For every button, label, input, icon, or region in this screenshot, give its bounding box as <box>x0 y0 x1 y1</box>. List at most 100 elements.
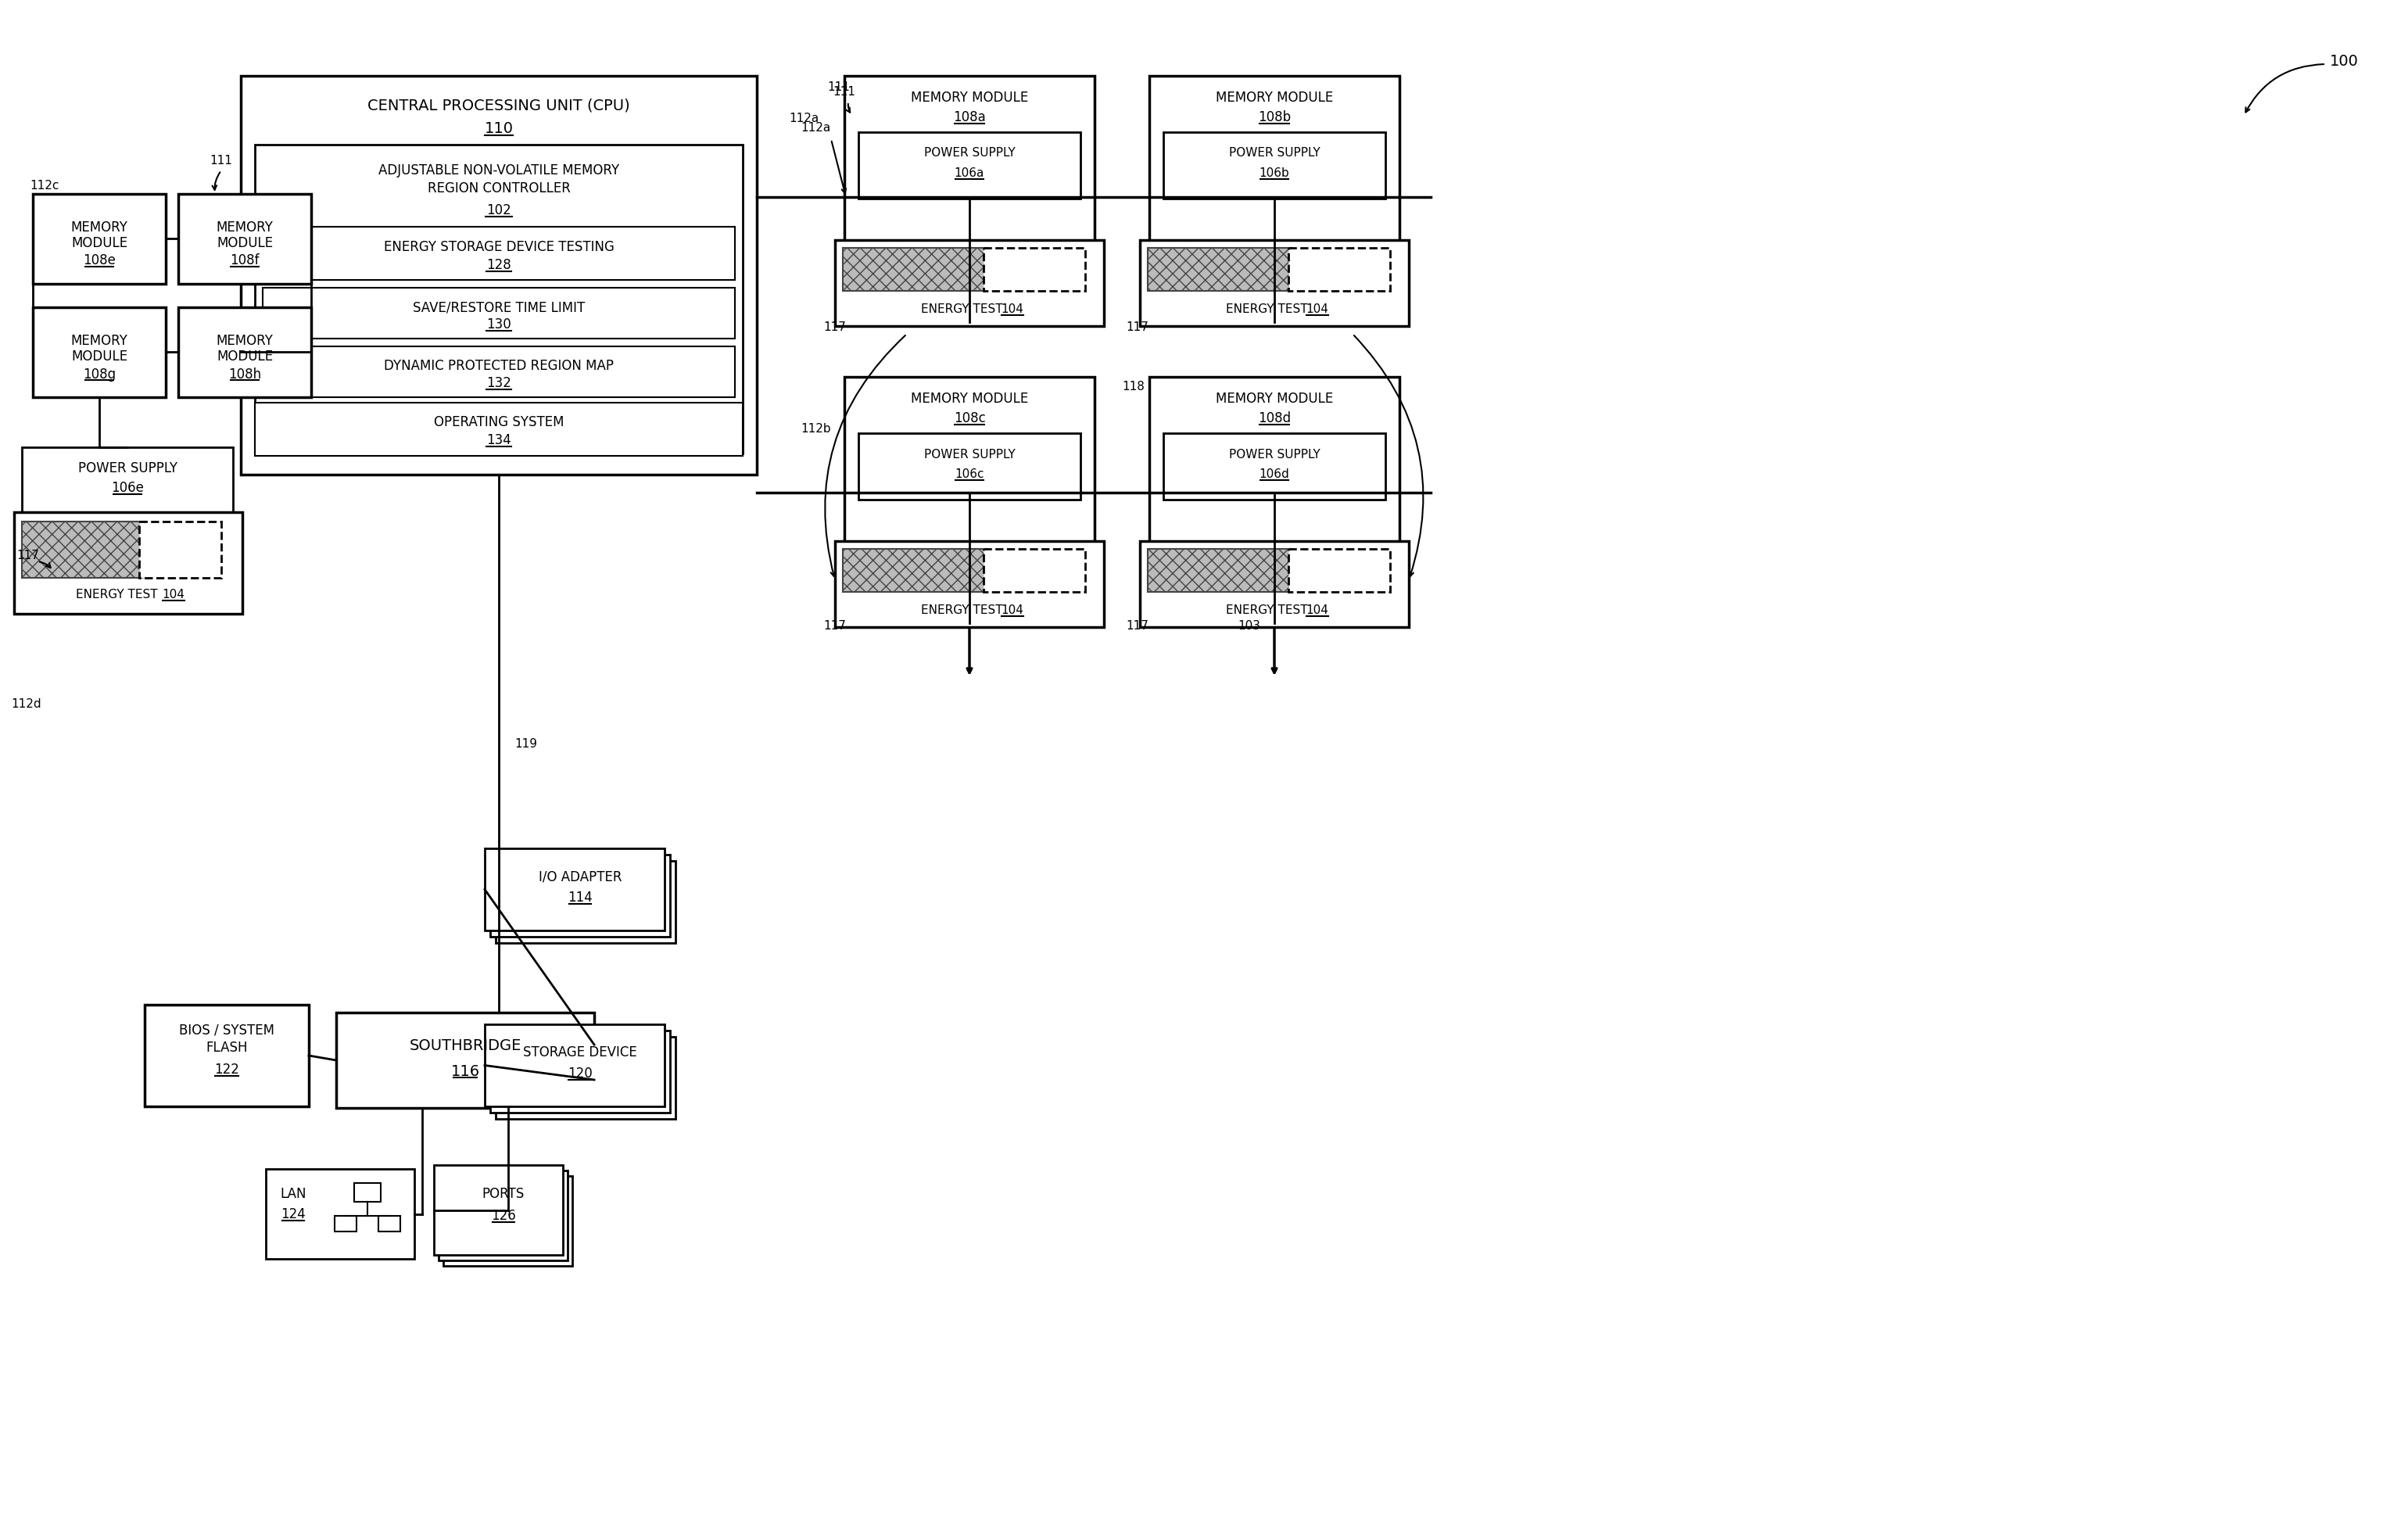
Text: 108d: 108d <box>1257 411 1291 426</box>
Text: 112b: 112b <box>802 423 831 434</box>
Text: MEMORY: MEMORY <box>70 334 128 348</box>
Text: 100: 100 <box>2331 54 2360 68</box>
Bar <box>34 308 166 397</box>
Bar <box>22 521 147 578</box>
Bar <box>337 1012 595 1107</box>
Bar <box>836 240 1103 326</box>
Bar <box>335 1217 356 1232</box>
Bar <box>443 1177 573 1266</box>
Text: 112c: 112c <box>29 180 58 192</box>
Text: REGION CONTROLLER: REGION CONTROLLER <box>426 181 571 195</box>
Text: MEMORY MODULE: MEMORY MODULE <box>1216 91 1334 105</box>
Text: 104: 104 <box>1002 604 1023 615</box>
Text: 130: 130 <box>486 317 510 332</box>
Text: MEMORY: MEMORY <box>217 220 272 234</box>
Text: ADJUSTABLE NON-VOLATILE MEMORY: ADJUSTABLE NON-VOLATILE MEMORY <box>378 163 619 177</box>
Bar <box>14 512 243 614</box>
Text: MEMORY: MEMORY <box>217 334 272 348</box>
Bar <box>491 855 669 937</box>
Bar <box>1288 248 1389 291</box>
Bar <box>265 1169 414 1260</box>
Text: BIOS / SYSTEM: BIOS / SYSTEM <box>178 1023 275 1037</box>
Text: 112d: 112d <box>12 698 41 709</box>
Text: 106b: 106b <box>1259 168 1291 178</box>
Text: 104: 104 <box>1305 303 1329 315</box>
Bar <box>491 1030 669 1112</box>
Bar <box>845 75 1096 321</box>
Text: 118: 118 <box>1122 380 1144 392</box>
Text: 111: 111 <box>833 86 855 98</box>
Bar <box>1288 549 1389 592</box>
Text: MODULE: MODULE <box>72 235 128 249</box>
Bar <box>354 1183 380 1201</box>
Text: 104: 104 <box>1305 604 1329 615</box>
Bar <box>22 448 234 518</box>
Text: ENERGY TEST: ENERGY TEST <box>920 604 1002 615</box>
Text: 108f: 108f <box>231 254 260 268</box>
Bar <box>378 1217 400 1232</box>
Text: POWER SUPPLY: POWER SUPPLY <box>77 461 178 475</box>
Bar <box>255 145 742 454</box>
Text: 114: 114 <box>568 891 592 904</box>
Text: POWER SUPPLY: POWER SUPPLY <box>1228 148 1320 158</box>
Text: 108b: 108b <box>1257 111 1291 125</box>
Bar <box>982 248 1086 291</box>
Text: 132: 132 <box>486 377 510 391</box>
Text: 104: 104 <box>161 589 185 600</box>
Text: 124: 124 <box>282 1207 306 1221</box>
Bar <box>34 194 166 285</box>
Text: 122: 122 <box>214 1063 238 1077</box>
Text: STORAGE DEVICE: STORAGE DEVICE <box>523 1046 638 1060</box>
Text: 128: 128 <box>486 258 510 272</box>
Bar <box>178 194 311 285</box>
Bar <box>1163 132 1385 198</box>
Text: MEMORY MODULE: MEMORY MODULE <box>1216 392 1334 406</box>
Text: 102: 102 <box>486 203 510 217</box>
Text: DYNAMIC PROTECTED REGION MAP: DYNAMIC PROTECTED REGION MAP <box>383 358 614 374</box>
Bar <box>843 549 987 592</box>
Text: 108e: 108e <box>82 254 116 268</box>
Bar <box>1139 541 1409 628</box>
Text: MEMORY MODULE: MEMORY MODULE <box>910 392 1028 406</box>
Text: 111: 111 <box>828 82 850 94</box>
Bar <box>1149 75 1399 321</box>
Text: POWER SUPPLY: POWER SUPPLY <box>925 148 1016 158</box>
Text: ENERGY TEST: ENERGY TEST <box>1226 303 1308 315</box>
Bar <box>843 248 987 291</box>
Bar <box>433 1164 563 1255</box>
Text: MEMORY: MEMORY <box>70 220 128 234</box>
Bar <box>1149 549 1293 592</box>
Bar <box>845 377 1096 623</box>
Text: MEMORY MODULE: MEMORY MODULE <box>910 91 1028 105</box>
Text: OPERATING SYSTEM: OPERATING SYSTEM <box>433 415 563 429</box>
Bar <box>262 288 734 338</box>
Text: MODULE: MODULE <box>72 349 128 363</box>
Bar <box>496 861 677 943</box>
Text: MODULE: MODULE <box>217 235 272 249</box>
Bar <box>1163 434 1385 500</box>
Text: ENERGY STORAGE DEVICE TESTING: ENERGY STORAGE DEVICE TESTING <box>383 240 614 254</box>
Text: 117: 117 <box>824 620 845 632</box>
Text: 117: 117 <box>1127 620 1149 632</box>
Text: 104: 104 <box>1002 303 1023 315</box>
Text: 106e: 106e <box>111 481 144 495</box>
Text: 134: 134 <box>486 434 510 448</box>
Text: MODULE: MODULE <box>217 349 272 363</box>
Bar <box>484 1024 665 1106</box>
Text: 117: 117 <box>824 321 845 332</box>
Bar <box>262 226 734 280</box>
Bar <box>140 521 222 578</box>
Bar <box>857 132 1081 198</box>
Text: ENERGY TEST: ENERGY TEST <box>75 589 157 600</box>
Bar <box>241 75 756 475</box>
Bar <box>496 1037 677 1120</box>
Text: ENERGY TEST: ENERGY TEST <box>920 303 1002 315</box>
Text: 111: 111 <box>209 154 234 166</box>
Bar <box>1149 248 1293 291</box>
Text: 106c: 106c <box>956 468 985 480</box>
Text: FLASH: FLASH <box>205 1041 248 1055</box>
Text: 108c: 108c <box>954 411 985 426</box>
Text: ENERGY TEST: ENERGY TEST <box>1226 604 1308 615</box>
Text: 108g: 108g <box>82 368 116 381</box>
Text: SAVE/RESTORE TIME LIMIT: SAVE/RESTORE TIME LIMIT <box>412 300 585 314</box>
